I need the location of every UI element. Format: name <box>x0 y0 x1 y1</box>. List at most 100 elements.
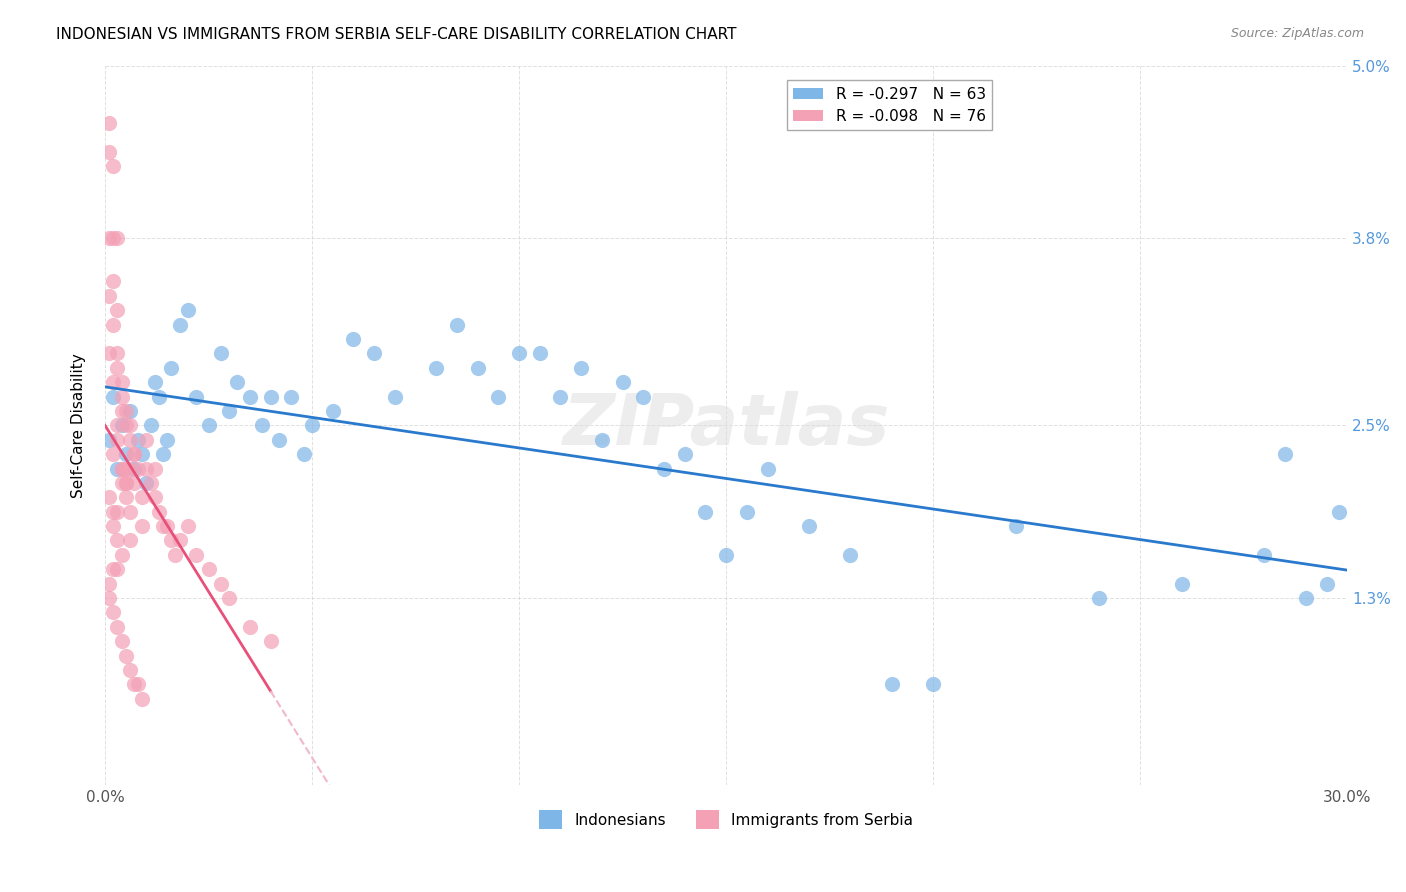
Point <box>714 548 737 562</box>
Point <box>169 318 191 332</box>
Point <box>152 447 174 461</box>
Point <box>110 634 132 648</box>
Point <box>107 231 129 245</box>
Point <box>103 562 125 576</box>
Point <box>118 663 141 677</box>
Point <box>98 433 121 447</box>
Point <box>839 548 862 562</box>
Point <box>98 289 121 303</box>
Point <box>107 303 129 318</box>
Point <box>156 519 179 533</box>
Point <box>209 576 232 591</box>
Point <box>735 505 758 519</box>
Point <box>209 346 232 360</box>
Point <box>1315 576 1337 591</box>
Point <box>114 418 136 433</box>
Point <box>131 491 153 505</box>
Text: Source: ZipAtlas.com: Source: ZipAtlas.com <box>1230 27 1364 40</box>
Point <box>1088 591 1111 605</box>
Point <box>177 303 200 318</box>
Point <box>107 346 129 360</box>
Point <box>239 390 262 404</box>
Point <box>569 360 592 375</box>
Point <box>756 461 779 475</box>
Point <box>118 533 141 548</box>
Point <box>139 418 162 433</box>
Point <box>122 447 145 461</box>
Point <box>218 404 240 418</box>
Point <box>118 461 141 475</box>
Point <box>110 461 132 475</box>
Point <box>131 447 153 461</box>
Point <box>177 519 200 533</box>
Point <box>1170 576 1192 591</box>
Point <box>486 390 509 404</box>
Point <box>160 360 183 375</box>
Point <box>103 318 125 332</box>
Point <box>259 634 281 648</box>
Point <box>1005 519 1028 533</box>
Point <box>107 433 129 447</box>
Point <box>259 390 281 404</box>
Point <box>184 548 207 562</box>
Point <box>467 360 489 375</box>
Point <box>98 346 121 360</box>
Point <box>197 418 219 433</box>
Point <box>118 433 141 447</box>
Point <box>508 346 530 360</box>
Point <box>107 620 129 634</box>
Point <box>143 461 166 475</box>
Point <box>156 433 179 447</box>
Point <box>110 461 132 475</box>
Point <box>1327 505 1350 519</box>
Point <box>110 548 132 562</box>
Point <box>226 375 249 389</box>
Point <box>591 433 613 447</box>
Point <box>103 231 125 245</box>
Point <box>135 475 157 490</box>
Point <box>797 519 820 533</box>
Point <box>114 461 136 475</box>
Point <box>114 491 136 505</box>
Point <box>122 461 145 475</box>
Point <box>122 677 145 691</box>
Point <box>110 390 132 404</box>
Point <box>1253 548 1275 562</box>
Point <box>98 491 121 505</box>
Point <box>103 606 125 620</box>
Point <box>114 404 136 418</box>
Point <box>103 375 125 389</box>
Point <box>135 433 157 447</box>
Point <box>114 447 136 461</box>
Point <box>107 461 129 475</box>
Text: ZIPatlas: ZIPatlas <box>562 391 890 460</box>
Point <box>673 447 696 461</box>
Point <box>131 691 153 706</box>
Point <box>118 418 141 433</box>
Point <box>342 332 364 346</box>
Point <box>98 231 121 245</box>
Point <box>695 505 717 519</box>
Point <box>122 447 145 461</box>
Point <box>922 677 945 691</box>
Point <box>1274 447 1296 461</box>
Point <box>107 562 129 576</box>
Point <box>197 562 219 576</box>
Point <box>114 648 136 663</box>
Point <box>98 116 121 130</box>
Point <box>118 505 141 519</box>
Point <box>127 461 149 475</box>
Point <box>110 418 132 433</box>
Point <box>322 404 344 418</box>
Point <box>425 360 447 375</box>
Point <box>135 461 157 475</box>
Point <box>114 475 136 490</box>
Point <box>148 505 170 519</box>
Point <box>148 390 170 404</box>
Point <box>131 519 153 533</box>
Point <box>280 390 302 404</box>
Point <box>110 404 132 418</box>
Point <box>301 418 323 433</box>
Point <box>1295 591 1317 605</box>
Point <box>110 375 132 389</box>
